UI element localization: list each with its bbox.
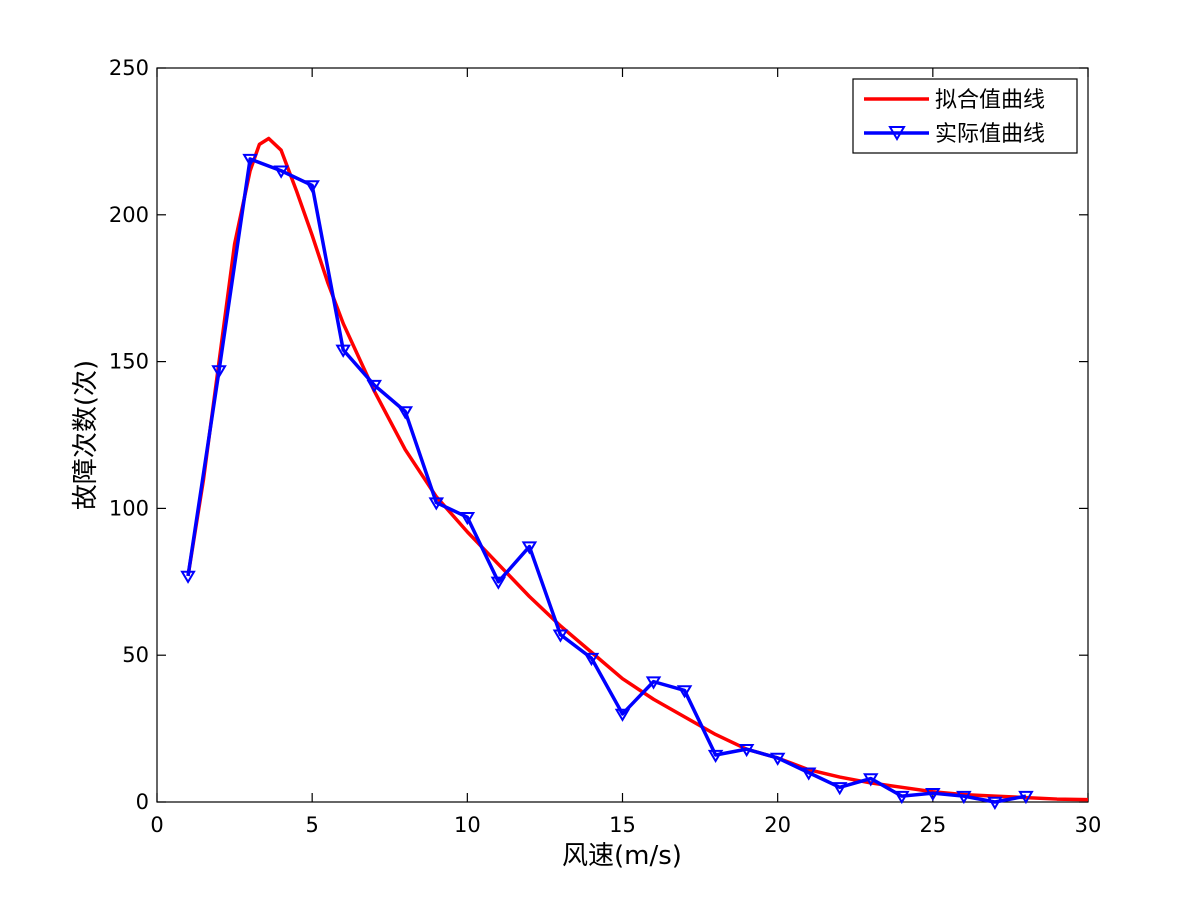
series-line-fitted	[186, 136, 1089, 802]
y-axis-title: 故障次数(次)	[71, 360, 101, 510]
legend-label-fitted: 拟合值曲线	[935, 88, 1045, 113]
data-point-actual	[242, 153, 258, 167]
data-point-actual	[769, 752, 786, 766]
data-point-actual	[583, 652, 600, 667]
y-tick-label: 150	[109, 350, 149, 374]
data-point-actual	[304, 180, 320, 194]
data-point-actual	[211, 365, 227, 379]
data-point-actual	[180, 570, 196, 584]
data-point-actual	[676, 685, 693, 699]
data-point-actual	[366, 379, 382, 394]
data-point-actual	[894, 790, 910, 805]
legend: 拟合值曲线 实际值曲线	[852, 78, 1078, 154]
data-point-actual	[863, 773, 879, 787]
x-tick-label: 30	[1075, 813, 1102, 837]
y-tick-label: 200	[109, 203, 149, 227]
data-point-actual	[738, 743, 755, 758]
data-point-actual	[645, 676, 662, 690]
y-tick-label: 50	[122, 643, 149, 667]
x-tick-label: 15	[609, 813, 636, 837]
ticks-layer: 0 5 10 15 20 25 30 0 50 100 150 200 250	[109, 56, 1101, 837]
series-layer	[180, 136, 1089, 810]
data-point-actual	[831, 782, 848, 796]
data-point-actual	[925, 787, 941, 802]
data-point-actual	[1018, 790, 1034, 805]
series-line-actual	[186, 157, 1027, 804]
data-point-actual	[987, 796, 1003, 810]
x-tick-label: 5	[305, 813, 318, 837]
data-point-actual	[521, 541, 538, 555]
legend-label-actual: 实际值曲线	[935, 122, 1045, 147]
y-tick-label: 100	[109, 496, 149, 520]
data-point-actual	[397, 406, 414, 420]
data-point-actual	[614, 708, 631, 722]
x-tick-label: 20	[764, 813, 791, 837]
data-point-actual	[552, 629, 569, 643]
data-point-actual	[707, 749, 724, 763]
y-tick-label: 0	[136, 790, 149, 814]
x-tick-label: 25	[919, 813, 946, 837]
data-point-actual	[800, 767, 817, 781]
x-axis-title: 风速(m/s)	[562, 841, 682, 871]
x-tick-label: 10	[454, 813, 481, 837]
data-point-actual	[459, 512, 476, 526]
data-point-actual	[490, 576, 507, 590]
y-tick-label: 250	[109, 56, 149, 80]
data-point-actual	[273, 165, 289, 179]
x-tick-label: 0	[150, 813, 163, 837]
data-point-actual	[956, 790, 972, 805]
data-point-actual	[335, 344, 351, 358]
data-point-actual	[428, 497, 445, 511]
legend-marker-actual	[888, 126, 906, 141]
legend-box	[852, 78, 1078, 154]
